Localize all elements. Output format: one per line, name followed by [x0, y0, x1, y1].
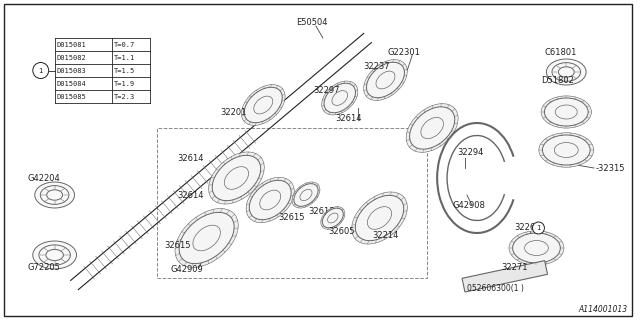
- Ellipse shape: [254, 96, 273, 114]
- Ellipse shape: [322, 81, 358, 115]
- Ellipse shape: [39, 245, 70, 265]
- Ellipse shape: [525, 241, 548, 255]
- Text: 32614: 32614: [177, 190, 204, 199]
- Text: 32614: 32614: [336, 114, 362, 123]
- Ellipse shape: [376, 71, 395, 89]
- Ellipse shape: [193, 225, 220, 251]
- Ellipse shape: [324, 83, 355, 113]
- Text: 32615: 32615: [164, 241, 191, 250]
- Ellipse shape: [539, 133, 594, 167]
- Ellipse shape: [47, 190, 63, 200]
- Text: D015085: D015085: [56, 93, 86, 100]
- Ellipse shape: [323, 208, 343, 228]
- Ellipse shape: [46, 249, 63, 260]
- Text: T=0.7: T=0.7: [115, 42, 136, 47]
- Text: 32294: 32294: [457, 148, 483, 156]
- Text: G22301: G22301: [387, 47, 420, 57]
- Text: D015084: D015084: [56, 81, 86, 86]
- Text: 32297: 32297: [313, 85, 339, 94]
- Ellipse shape: [351, 192, 408, 244]
- Text: D015082: D015082: [56, 54, 86, 60]
- Ellipse shape: [35, 182, 74, 208]
- Ellipse shape: [421, 117, 444, 139]
- Text: 32271: 32271: [502, 263, 528, 273]
- Ellipse shape: [541, 96, 591, 128]
- Text: T=1.9: T=1.9: [115, 81, 136, 86]
- Ellipse shape: [328, 213, 338, 223]
- Ellipse shape: [367, 207, 392, 229]
- Ellipse shape: [260, 190, 281, 210]
- Ellipse shape: [556, 105, 577, 119]
- Ellipse shape: [364, 60, 407, 100]
- Text: T=1.5: T=1.5: [115, 68, 136, 74]
- Text: E50504: E50504: [296, 18, 328, 27]
- Ellipse shape: [367, 62, 404, 98]
- Text: 32264: 32264: [515, 223, 541, 233]
- Ellipse shape: [294, 184, 318, 206]
- Bar: [157, 128, 427, 278]
- Bar: [462, 260, 548, 292]
- Text: D015083: D015083: [56, 68, 86, 74]
- Text: G42908: G42908: [452, 201, 485, 210]
- Text: T=1.1: T=1.1: [115, 54, 136, 60]
- Text: 32605: 32605: [328, 228, 355, 236]
- Text: D015081: D015081: [56, 42, 86, 47]
- Ellipse shape: [175, 209, 238, 268]
- Ellipse shape: [246, 177, 294, 223]
- Ellipse shape: [40, 186, 69, 204]
- Ellipse shape: [250, 180, 291, 220]
- Text: 32614: 32614: [177, 154, 204, 163]
- Ellipse shape: [554, 142, 578, 157]
- Text: A114001013: A114001013: [578, 306, 627, 315]
- Ellipse shape: [410, 107, 455, 149]
- Ellipse shape: [209, 152, 264, 204]
- Ellipse shape: [547, 59, 586, 85]
- Text: -32315: -32315: [596, 164, 625, 172]
- Text: 052606300(1 ): 052606300(1 ): [467, 284, 524, 292]
- Ellipse shape: [545, 98, 588, 126]
- Text: C61801: C61801: [545, 47, 577, 57]
- Ellipse shape: [225, 167, 248, 189]
- Circle shape: [532, 222, 545, 234]
- Ellipse shape: [513, 233, 561, 263]
- Ellipse shape: [212, 155, 260, 201]
- Text: 1: 1: [38, 68, 43, 74]
- Text: G42909: G42909: [171, 266, 204, 275]
- Ellipse shape: [244, 87, 282, 123]
- Text: 32613: 32613: [308, 207, 335, 217]
- Ellipse shape: [355, 195, 404, 241]
- Text: G42204: G42204: [28, 173, 61, 182]
- Ellipse shape: [332, 91, 348, 105]
- Text: 32615: 32615: [278, 213, 305, 222]
- Text: 32214: 32214: [372, 231, 399, 241]
- Ellipse shape: [321, 207, 345, 229]
- Ellipse shape: [241, 84, 285, 125]
- Ellipse shape: [179, 212, 234, 264]
- Ellipse shape: [292, 182, 320, 208]
- Ellipse shape: [509, 231, 564, 265]
- Ellipse shape: [33, 241, 77, 269]
- Text: 32237: 32237: [364, 61, 390, 70]
- Text: 1: 1: [536, 225, 541, 231]
- Text: T=2.3: T=2.3: [115, 93, 136, 100]
- Ellipse shape: [552, 63, 580, 81]
- Text: G72205: G72205: [28, 263, 61, 273]
- Ellipse shape: [300, 189, 312, 201]
- Text: D51802: D51802: [541, 76, 574, 84]
- Text: 32201: 32201: [221, 108, 247, 116]
- Ellipse shape: [543, 135, 590, 165]
- Ellipse shape: [558, 67, 574, 77]
- Circle shape: [33, 62, 49, 78]
- Ellipse shape: [406, 104, 458, 152]
